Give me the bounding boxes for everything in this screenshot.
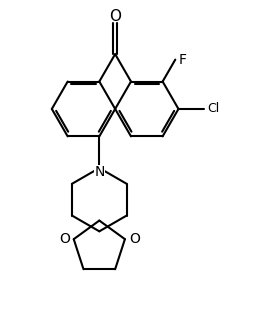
Text: O: O <box>59 232 70 246</box>
Text: O: O <box>109 9 121 24</box>
Text: N: N <box>94 165 104 179</box>
Text: F: F <box>178 53 186 67</box>
Text: Cl: Cl <box>207 102 219 116</box>
Text: O: O <box>129 232 140 246</box>
